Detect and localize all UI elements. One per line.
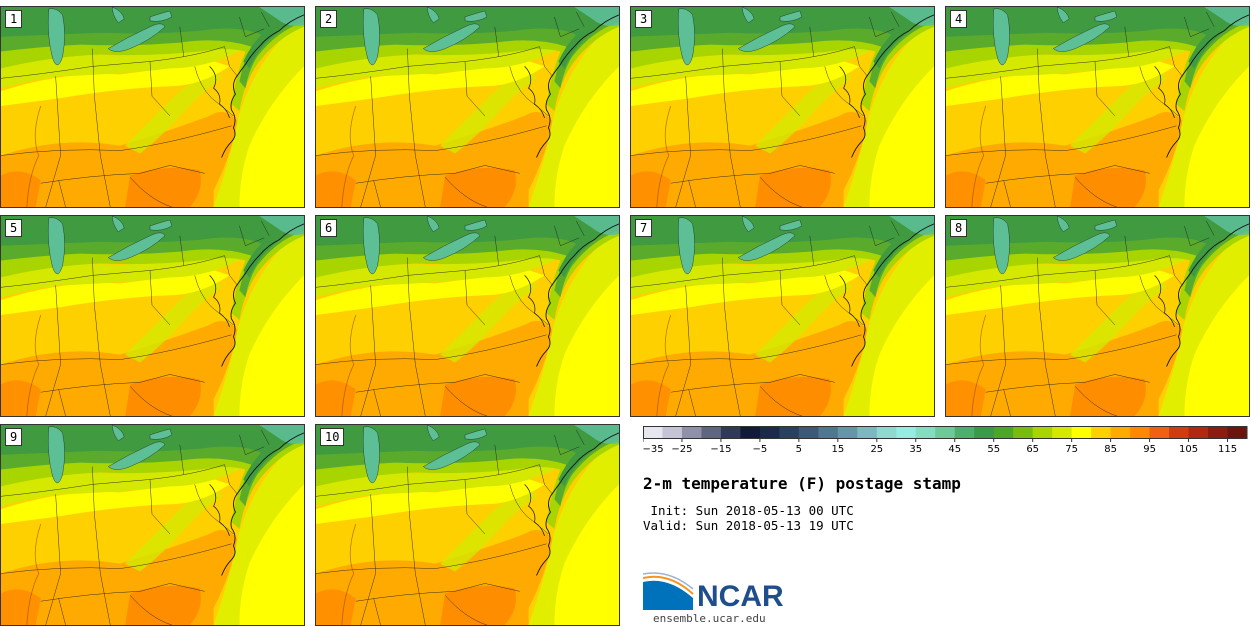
site-url: ensemble.ucar.edu	[653, 612, 766, 625]
colorbar-tick-label: −15	[710, 444, 731, 455]
colorbar-tick-label: 65	[1026, 444, 1039, 455]
colorbar-swatch	[1091, 426, 1112, 439]
colorbar-swatch	[1188, 426, 1209, 439]
colorbar-swatch	[1208, 426, 1229, 439]
colorbar-tick-label: −5	[753, 444, 768, 455]
colorbar-swatch	[857, 426, 878, 439]
ncar-logo-icon	[643, 572, 694, 610]
colorbar-swatch	[1227, 426, 1248, 439]
temperature-map	[946, 216, 1249, 416]
colorbar-swatch	[798, 426, 819, 439]
panel-number: 6	[320, 219, 338, 237]
colorbar-swatch	[1149, 426, 1170, 439]
stamp-panel-7: 7	[630, 215, 935, 417]
stamp-panel-1: 1	[0, 6, 305, 208]
stamp-panel-4: 4	[945, 6, 1250, 208]
stamp-panel-9: 9	[0, 424, 305, 626]
colorbar-tick-label: 115	[1218, 444, 1237, 455]
panel-number: 5	[5, 219, 23, 237]
colorbar-swatch	[954, 426, 975, 439]
colorbar-swatch	[974, 426, 995, 439]
panel-number: 2	[320, 10, 338, 28]
colorbar-swatch	[759, 426, 780, 439]
colorbar-swatch	[662, 426, 683, 439]
panel-number: 7	[635, 219, 653, 237]
colorbar-swatch	[818, 426, 839, 439]
colorbar-swatch	[740, 426, 761, 439]
stamp-panel-6: 6	[315, 215, 620, 417]
colorbar-tick-label: 85	[1104, 444, 1117, 455]
colorbar-tick-label: 95	[1143, 444, 1156, 455]
colorbar-tick-label: 25	[870, 444, 883, 455]
colorbar-swatch	[779, 426, 800, 439]
stamp-panel-2: 2	[315, 6, 620, 208]
colorbar-swatch	[701, 426, 722, 439]
logo-wordmark: NCAR	[697, 580, 784, 613]
panel-number: 10	[320, 428, 345, 446]
colorbar-swatch	[993, 426, 1014, 439]
temperature-map	[631, 216, 934, 416]
colorbar-swatch	[935, 426, 956, 439]
colorbar-swatch	[915, 426, 936, 439]
colorbar-swatch	[876, 426, 897, 439]
colorbar-tick-label: 75	[1065, 444, 1078, 455]
colorbar-tick-label: 105	[1179, 444, 1198, 455]
panel-number: 1	[5, 10, 23, 28]
colorbar-swatch	[1169, 426, 1190, 439]
colorbar-tick-label: 45	[948, 444, 961, 455]
temperature-map	[316, 425, 619, 625]
panel-number: 8	[950, 219, 968, 237]
colorbar-tick-label: 55	[987, 444, 1000, 455]
colorbar-swatch	[1110, 426, 1131, 439]
colorbar: −35 −25 −15 −5 5 15 25 35 45 55 65 75 85 95 105 115	[643, 426, 1248, 456]
stamp-panel-10: 10	[315, 424, 620, 626]
colorbar-swatch	[1013, 426, 1034, 439]
colorbar-tick-label: −25	[671, 444, 692, 455]
colorbar-tick-label: 35	[909, 444, 922, 455]
valid-time: Valid: Sun 2018-05-13 19 UTC	[643, 518, 854, 533]
init-time: Init: Sun 2018-05-13 00 UTC	[643, 503, 854, 518]
temperature-map	[1, 216, 304, 416]
temperature-map	[1, 425, 304, 625]
colorbar-tick-label: −35	[643, 444, 664, 455]
colorbar-swatch	[720, 426, 741, 439]
temperature-map	[946, 7, 1249, 207]
colorbar-swatch	[1130, 426, 1151, 439]
temperature-map	[316, 7, 619, 207]
colorbar-swatch	[896, 426, 917, 439]
panel-number: 9	[5, 428, 23, 446]
colorbar-swatch	[837, 426, 858, 439]
colorbar-tick-label: 15	[831, 444, 844, 455]
colorbar-swatch	[1071, 426, 1092, 439]
temperature-map	[316, 216, 619, 416]
temperature-map	[631, 7, 934, 207]
panel-number: 3	[635, 10, 653, 28]
colorbar-swatch	[643, 426, 663, 439]
stamp-panel-3: 3	[630, 6, 935, 208]
colorbar-swatch	[681, 426, 702, 439]
panel-number: 4	[950, 10, 968, 28]
page-title: 2-m temperature (F) postage stamp	[643, 474, 961, 493]
colorbar-swatch	[1032, 426, 1053, 439]
stamp-panel-5: 5	[0, 215, 305, 417]
stamp-panel-8: 8	[945, 215, 1250, 417]
colorbar-tick-label: 5	[796, 444, 802, 455]
colorbar-swatch	[1052, 426, 1073, 439]
temperature-map	[1, 7, 304, 207]
